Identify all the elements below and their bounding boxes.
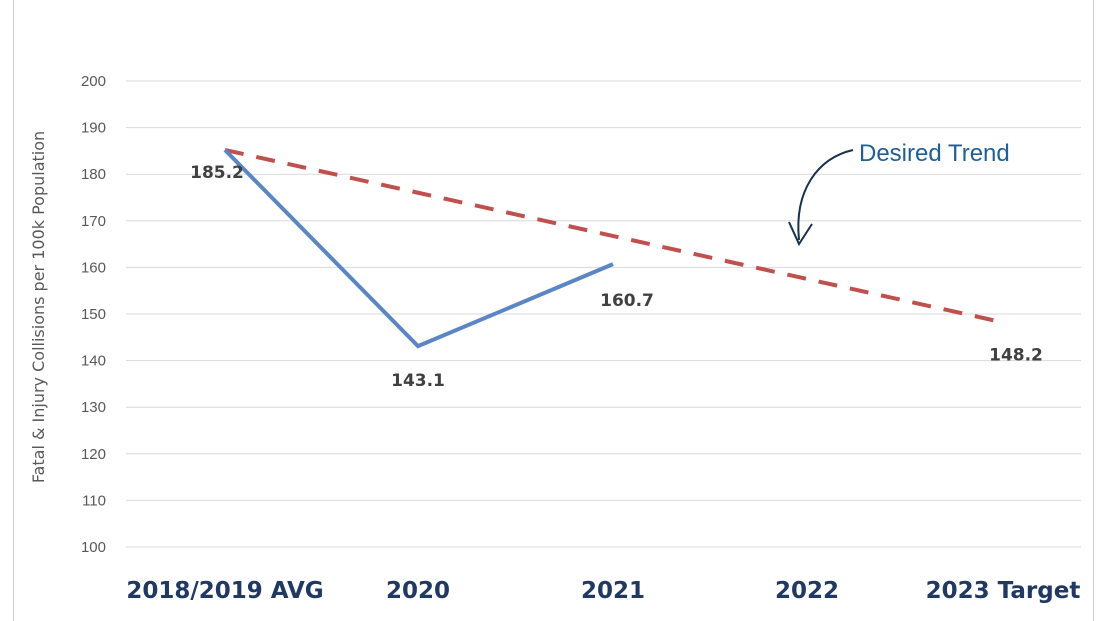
y-axis-ticks: 100 110 120 130 140 150 160 170 180 190 200 (81, 73, 106, 556)
data-labels: 185.2 143.1 160.7 148.2 (190, 163, 1043, 391)
arrowhead-icon (789, 222, 812, 244)
y-tick-label: 200 (81, 73, 106, 90)
data-label: 148.2 (989, 345, 1043, 365)
desired-trend-annotation: Desired Trend (789, 140, 1010, 244)
y-axis-label: Fatal & Injury Collisions per 100k Popul… (29, 131, 48, 483)
y-tick-label: 170 (81, 213, 106, 230)
y-tick-label: 100 (81, 539, 106, 556)
y-tick-label: 140 (81, 353, 106, 370)
x-tick-label: 2018/2019 AVG (126, 578, 323, 604)
x-tick-label: 2021 (581, 578, 645, 604)
actual-series-line (225, 150, 613, 346)
series-layer (225, 150, 1003, 346)
annotation-text: Desired Trend (859, 140, 1010, 167)
y-tick-label: 110 (82, 492, 106, 509)
data-label: 160.7 (600, 291, 654, 311)
curved-arrow-icon (798, 150, 853, 240)
y-tick-label: 190 (81, 120, 106, 137)
y-tick-label: 130 (81, 399, 106, 416)
data-label: 185.2 (190, 163, 244, 183)
x-tick-label: 2022 (775, 578, 839, 604)
x-axis-ticks: 2018/2019 AVG 2020 2021 2022 2023 Target (126, 578, 1080, 604)
x-tick-label: 2023 Target (926, 578, 1081, 604)
y-tick-label: 180 (81, 166, 106, 183)
y-tick-label: 150 (81, 306, 106, 323)
data-label: 143.1 (391, 371, 445, 391)
y-tick-label: 160 (81, 259, 106, 276)
x-tick-label: 2020 (386, 578, 450, 604)
y-tick-label: 120 (81, 446, 106, 463)
